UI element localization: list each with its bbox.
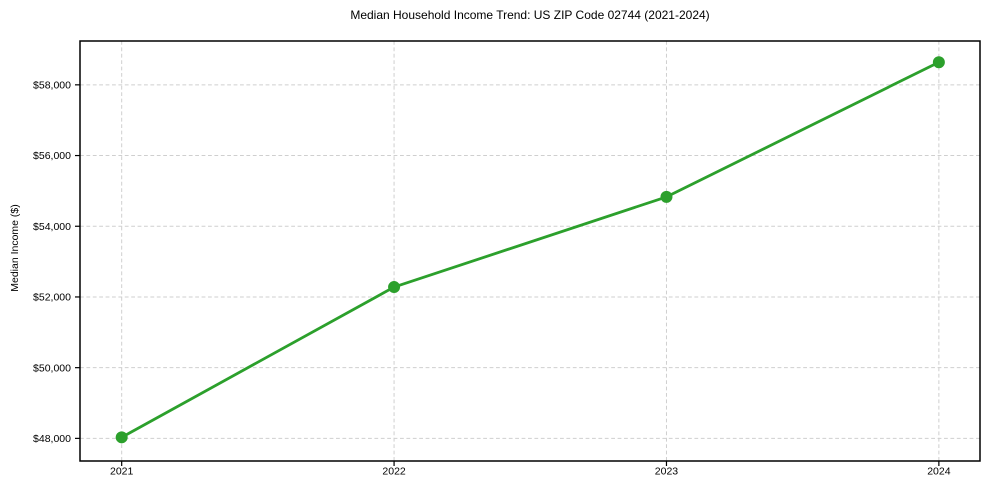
data-point-2022 bbox=[388, 281, 401, 294]
y-tick-label: $52,000 bbox=[33, 292, 71, 304]
data-point-2024 bbox=[932, 56, 945, 69]
y-tick-label: $50,000 bbox=[33, 362, 71, 374]
plot-border bbox=[79, 40, 981, 462]
y-tick-label: $54,000 bbox=[33, 221, 71, 233]
y-tick-label: $56,000 bbox=[33, 150, 71, 162]
data-point-2021 bbox=[115, 431, 128, 444]
x-tick-label: 2021 bbox=[110, 466, 134, 478]
y-tick-label: $58,000 bbox=[33, 79, 71, 91]
trend-line bbox=[120, 60, 941, 439]
x-tick-label: 2022 bbox=[382, 466, 406, 478]
chart-title: Median Household Income Trend: US ZIP Co… bbox=[350, 8, 710, 22]
y-tick-label: $48,000 bbox=[33, 433, 71, 445]
x-tick-label: 2023 bbox=[655, 466, 679, 478]
x-tick-label: 2024 bbox=[927, 466, 951, 478]
data-point-2023 bbox=[660, 190, 673, 203]
